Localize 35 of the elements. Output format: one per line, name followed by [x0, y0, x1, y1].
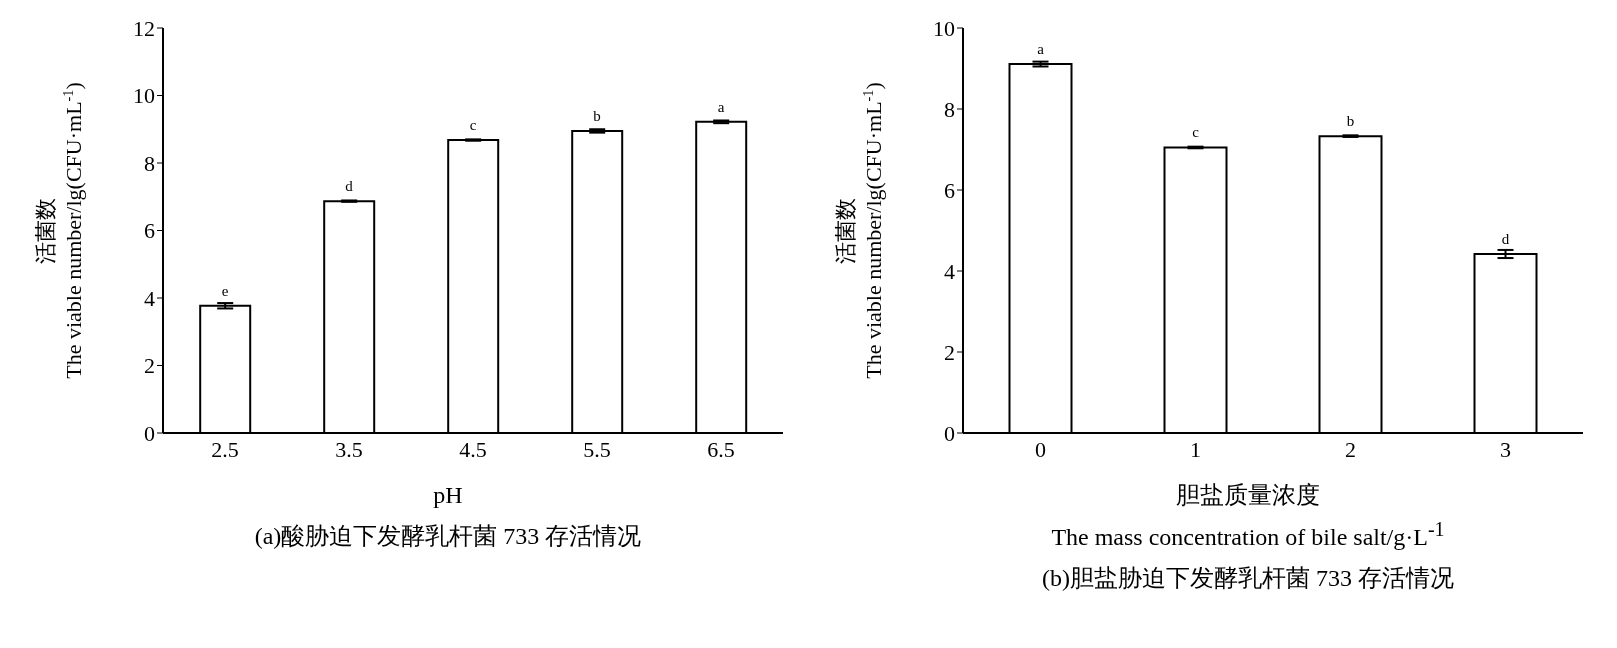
x-tick-label: 1 — [1190, 436, 1201, 462]
x-tick-label: 2.5 — [211, 436, 239, 462]
y-tick-label: 0 — [144, 420, 155, 446]
annotation: c — [469, 117, 477, 134]
annotation: b — [593, 107, 601, 124]
x-tick-label: 3 — [1500, 436, 1511, 462]
x-tick-label: 4.5 — [459, 436, 487, 462]
text: (a)酸胁迫下发酵乳杆菌 733 存活情况 — [254, 522, 642, 551]
x-tick-label: 0 — [1035, 436, 1046, 462]
annotation: d — [345, 178, 354, 195]
y-tick-label: 2 — [144, 353, 155, 379]
y-tick-label: 12 — [133, 15, 155, 41]
y-tick-label: 6 — [144, 218, 155, 244]
y-tick-label: 6 — [944, 177, 955, 203]
annotation: b — [1346, 113, 1355, 130]
x-axis-title: pH — [433, 481, 463, 510]
x-tick-label: 3.5 — [335, 436, 363, 462]
y-tick-label: 4 — [144, 285, 155, 311]
y-tick-label: 4 — [944, 258, 955, 284]
x-axis-title: 胆盐质量浓度 The mass concentration of bile salt/g·L$^{-1}$ — [1051, 481, 1445, 552]
annotation: e — [221, 282, 229, 299]
annotation: a — [717, 98, 725, 115]
x-tick-label: 5.5 — [583, 436, 611, 462]
x-tick-label: 6.5 — [707, 436, 735, 462]
annotation: c — [1192, 124, 1200, 141]
annotation: a — [1037, 41, 1045, 58]
y-tick-label: 10 — [133, 83, 155, 109]
annotation: d — [1501, 230, 1510, 247]
y-tick-label: 10 — [933, 15, 955, 41]
y-tick-label: 2 — [944, 339, 955, 365]
y-tick-label: 8 — [144, 150, 155, 176]
y-tick-label: 0 — [944, 420, 955, 446]
text: (b)胆盐胁迫下发酵乳杆菌 733 存活情况 — [1042, 564, 1454, 593]
x-tick-label: 2 — [1345, 436, 1356, 462]
y-tick-label: 8 — [944, 96, 955, 122]
